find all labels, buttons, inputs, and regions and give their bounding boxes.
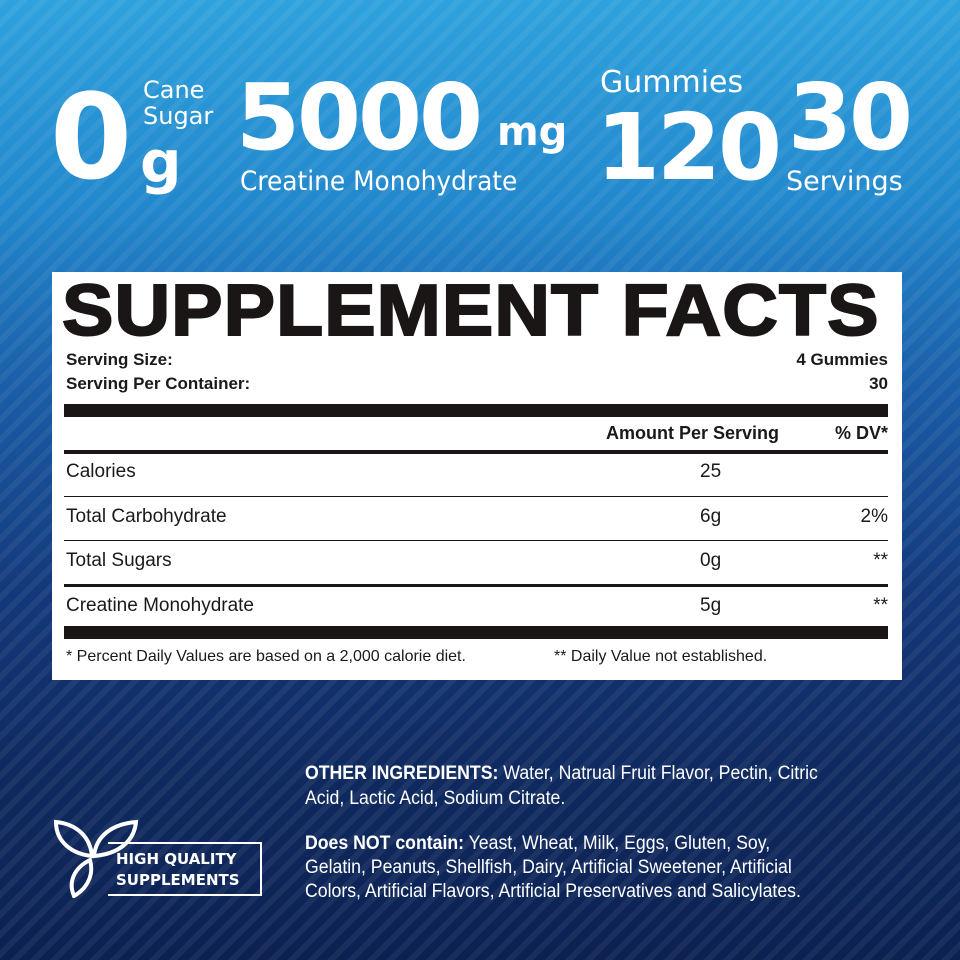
- creatine-unit: mg: [497, 109, 568, 155]
- gummies-label: Gummies: [600, 65, 744, 100]
- serving-size-value: 4 Gummies: [796, 350, 888, 369]
- does-not-contain-text: Gelatin, Peanuts, Shellfish, Dairy, Arti…: [305, 857, 792, 878]
- servings-per-container-label: Serving Per Container:: [66, 374, 251, 393]
- cane-label: Cane: [143, 76, 205, 104]
- does-not-contain-text: Colors, Artificial Flavors, Artificial P…: [305, 881, 801, 902]
- does-not-contain-label: Does NOT contain:: [305, 833, 465, 854]
- creatine-label: Creatine Monohydrate: [240, 166, 518, 197]
- sugar-label: Sugar: [143, 102, 214, 130]
- creatine-amount: 5000: [236, 64, 483, 171]
- zero-value: 0: [50, 68, 133, 206]
- col-amount: Amount Per Serving: [606, 423, 780, 443]
- badge-line1: HIGH QUALITY: [116, 850, 237, 868]
- gummies-count: 120: [596, 94, 782, 201]
- divider: [64, 450, 888, 454]
- facts-row: Total Sugars 0g **: [66, 550, 888, 571]
- supplement-facts-panel: SUPPLEMENT FACTS Serving Size: 4 Gummies …: [52, 272, 902, 680]
- servings-count: 30: [788, 64, 913, 171]
- serving-size-label: Serving Size:: [66, 350, 173, 369]
- facts-row: Total Carbohydrate 6g 2%: [66, 506, 888, 527]
- facts-row: Creatine Monohydrate 5g **: [66, 595, 888, 616]
- col-dv: % DV*: [834, 423, 888, 443]
- divider: [64, 540, 888, 541]
- facts-title: SUPPLEMENT FACTS: [61, 271, 880, 351]
- facts-row: Calories 25: [66, 461, 722, 482]
- leaf-icon: [53, 819, 139, 898]
- divider-thick: [64, 404, 888, 417]
- badge-line2: SUPPLEMENTS: [116, 871, 240, 889]
- divider-thick: [64, 626, 888, 639]
- zero-unit: g: [140, 128, 182, 196]
- badge-frame: [108, 842, 262, 896]
- other-ingredients-text: Acid, Lactic Acid, Sodium Citrate.: [305, 788, 566, 809]
- servings-per-container-value: 30: [869, 374, 888, 393]
- footnote-dv: ** Daily Value not established.: [554, 648, 768, 665]
- divider: [64, 584, 888, 587]
- other-ingredients-label: OTHER INGREDIENTS:: [305, 763, 499, 784]
- divider: [64, 496, 888, 497]
- servings-label: Servings: [786, 166, 903, 197]
- footnote-percent: * Percent Daily Values are based on a 2,…: [66, 648, 466, 665]
